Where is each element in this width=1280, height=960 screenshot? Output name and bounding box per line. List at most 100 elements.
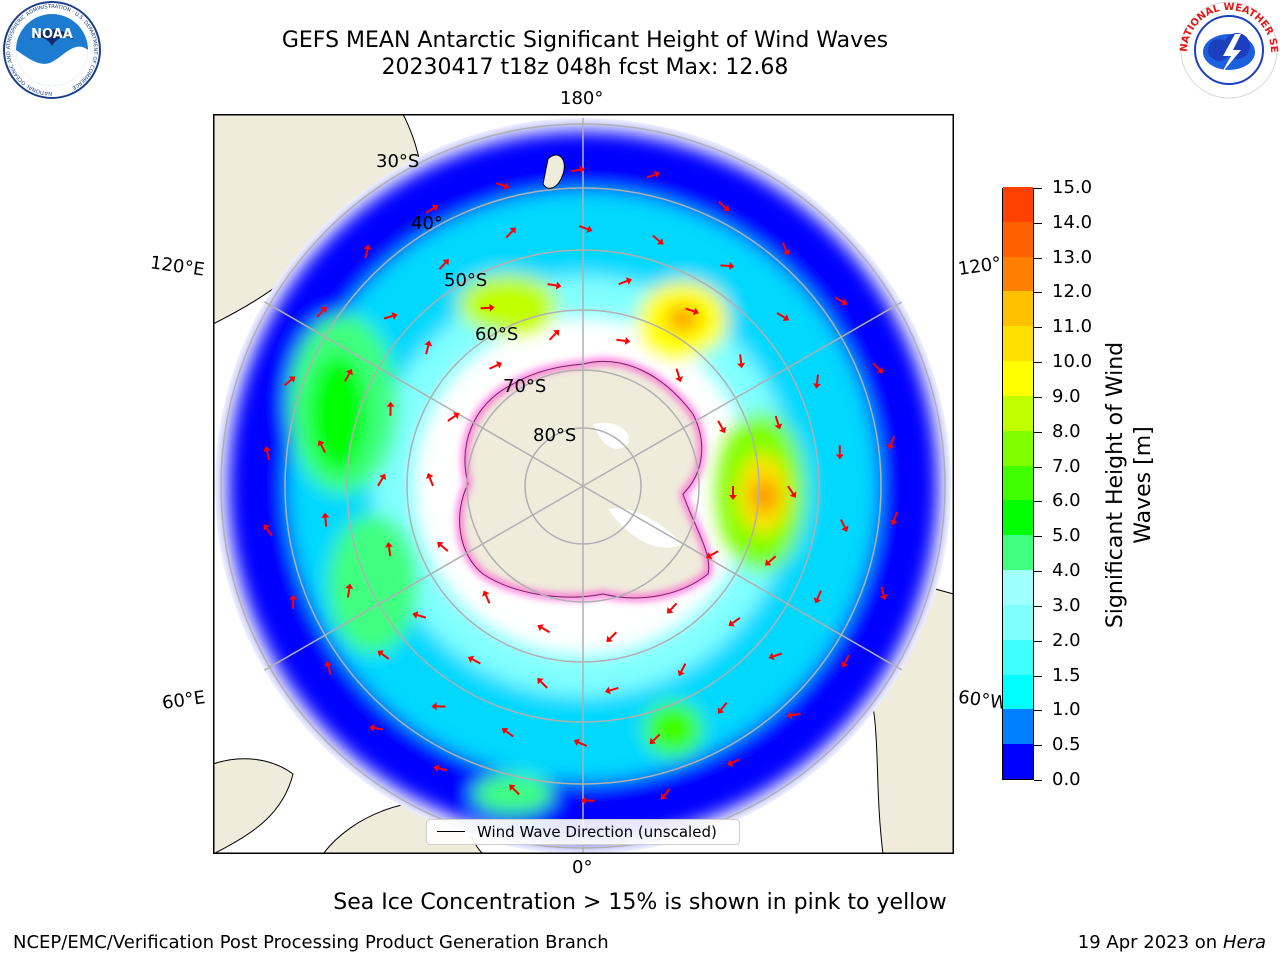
wave-direction-arrow bbox=[731, 617, 741, 624]
wave-direction-arrowhead bbox=[887, 443, 895, 450]
lon-label-120w: 120° bbox=[956, 253, 1003, 280]
colorbar-tick-label: 14.0 bbox=[1052, 211, 1093, 233]
nws-logo: NATIONAL WEATHER SERVICE bbox=[1177, 0, 1279, 99]
wave-direction-arrowhead bbox=[719, 426, 727, 434]
wave-direction-arrow bbox=[843, 654, 850, 664]
colorbar-segment bbox=[1003, 325, 1033, 362]
colorbar-segment bbox=[1003, 708, 1033, 745]
wave-direction-arrowhead bbox=[324, 661, 332, 668]
colorbar-tick-label: 12.0 bbox=[1052, 281, 1093, 303]
wave-direction-arrow bbox=[787, 485, 794, 495]
wave-direction-arrow bbox=[505, 730, 514, 738]
lon-label-0: 0° bbox=[572, 857, 593, 878]
map-legend: Wind Wave Direction (unscaled) bbox=[426, 819, 740, 845]
chart-title: GEFS MEAN Antarctic Significant Height o… bbox=[281, 28, 889, 53]
colorbar-segment bbox=[1003, 499, 1033, 536]
wave-direction-arrowhead bbox=[345, 583, 354, 589]
wave-direction-arrowhead bbox=[363, 244, 372, 251]
wave-direction-arrowhead bbox=[442, 258, 449, 266]
wave-direction-arrowhead bbox=[675, 376, 683, 383]
wave-direction-arrowhead bbox=[835, 454, 844, 460]
wave-direction-arrow bbox=[652, 234, 661, 243]
colorbar-segment bbox=[1003, 290, 1033, 327]
wave-direction-arrowhead bbox=[431, 204, 439, 212]
wave-direction-arrowhead bbox=[774, 423, 783, 430]
colorbar-tick-label: 13.0 bbox=[1052, 246, 1093, 268]
wave-direction-arrowhead bbox=[426, 472, 434, 480]
wave-direction-arrowhead bbox=[537, 624, 544, 632]
footer-date: 19 Apr 2023 on Hera bbox=[1077, 932, 1266, 953]
wave-direction-arrow bbox=[265, 527, 273, 537]
wave-direction-arrowhead bbox=[437, 542, 444, 549]
colorbar-tick bbox=[1034, 396, 1042, 398]
wave-direction-arrow bbox=[872, 362, 881, 371]
wave-direction-arrowhead bbox=[555, 281, 562, 290]
wave-direction-arrow bbox=[364, 249, 369, 259]
colorbar-tick-label: 0.5 bbox=[1052, 734, 1081, 756]
wave-direction-arrowhead bbox=[509, 784, 516, 791]
colorbar-segment bbox=[1003, 674, 1033, 710]
wave-direction-arrowhead bbox=[879, 594, 888, 601]
wave-direction-arrowhead bbox=[317, 440, 325, 447]
wave-direction-arrowhead bbox=[288, 376, 296, 383]
wave-direction-arrowhead bbox=[263, 524, 270, 531]
wave-direction-arrowhead bbox=[377, 650, 384, 657]
wave-direction-arrowhead bbox=[624, 337, 631, 345]
wave-direction-arrow bbox=[471, 658, 481, 665]
wave-direction-arrowhead bbox=[727, 759, 734, 767]
wave-direction-arrowhead bbox=[813, 597, 822, 604]
wave-direction-arrow bbox=[731, 758, 741, 764]
colorbar-tick-label: 8.0 bbox=[1052, 420, 1081, 442]
wave-direction-arrow bbox=[652, 733, 661, 742]
colorbar-segment bbox=[1003, 569, 1033, 605]
wave-direction-arrowhead bbox=[768, 652, 775, 661]
colorbar-tick bbox=[1034, 222, 1042, 224]
noaa-logo: NOAA NATIONAL OCEANIC AND ATMOSPHERIC AD… bbox=[3, 1, 101, 99]
wave-direction-arrow bbox=[781, 242, 788, 252]
legend-label: Wind Wave Direction (unscaled) bbox=[477, 823, 717, 841]
wave-direction-arrowhead bbox=[580, 796, 586, 805]
lon-label-60e: 60°E bbox=[160, 687, 207, 714]
wave-direction-arrow bbox=[381, 652, 390, 660]
wave-direction-arrowhead bbox=[812, 383, 821, 389]
wave-direction-arrow bbox=[616, 338, 626, 342]
wave-direction-arrow bbox=[438, 767, 448, 772]
wave-direction-arrowhead bbox=[729, 262, 735, 271]
colorbar-tick-label: 7.0 bbox=[1052, 455, 1081, 477]
wave-direction-arrowhead bbox=[289, 594, 298, 600]
wave-direction-arrow bbox=[547, 283, 557, 287]
colorbar-segment bbox=[1003, 743, 1033, 779]
colorbar-segment bbox=[1003, 534, 1033, 571]
wave-direction-arrowhead bbox=[692, 307, 699, 316]
wave-direction-arrow bbox=[320, 444, 327, 454]
colorbar-tick-label: 1.5 bbox=[1052, 664, 1081, 686]
wave-direction-arrowhead bbox=[789, 491, 797, 498]
wave-direction-arrow bbox=[505, 230, 514, 239]
lat-label-50s: 50°S bbox=[444, 270, 487, 291]
wave-direction-arrow bbox=[283, 378, 293, 387]
wave-direction-arrow bbox=[480, 306, 490, 310]
wave-direction-arrowhead bbox=[431, 702, 437, 711]
wave-direction-arrowhead bbox=[433, 764, 440, 773]
wave-direction-arrow bbox=[834, 296, 844, 303]
colorbar-tick-label: 2.0 bbox=[1052, 629, 1081, 651]
wave-direction-arrowhead bbox=[495, 361, 503, 369]
wave-direction-arrowhead bbox=[320, 306, 327, 313]
wave-direction-arrow bbox=[387, 546, 392, 557]
wave-direction-arrowhead bbox=[706, 552, 713, 560]
wave-direction-arrow bbox=[609, 631, 618, 640]
wave-direction-arrow bbox=[374, 727, 384, 731]
wave-direction-arrowhead bbox=[489, 303, 495, 312]
wave-direction-arrowhead bbox=[263, 446, 271, 452]
graticule bbox=[215, 118, 951, 854]
wave-direction-arrow bbox=[791, 712, 801, 717]
wave-direction-arrow bbox=[266, 450, 271, 461]
wave-direction-arrow bbox=[579, 225, 589, 231]
colorbar-tick bbox=[1034, 292, 1042, 294]
colorbar-segment bbox=[1003, 256, 1033, 292]
chart-subtitle: 20230417 t18z 048h fcst Max: 12.68 bbox=[381, 55, 789, 80]
wave-direction-arrow bbox=[548, 332, 557, 341]
wave-direction-arrow bbox=[425, 207, 435, 214]
colorbar-tick-label: 4.0 bbox=[1052, 560, 1081, 582]
wave-direction-arrowhead bbox=[345, 369, 353, 376]
